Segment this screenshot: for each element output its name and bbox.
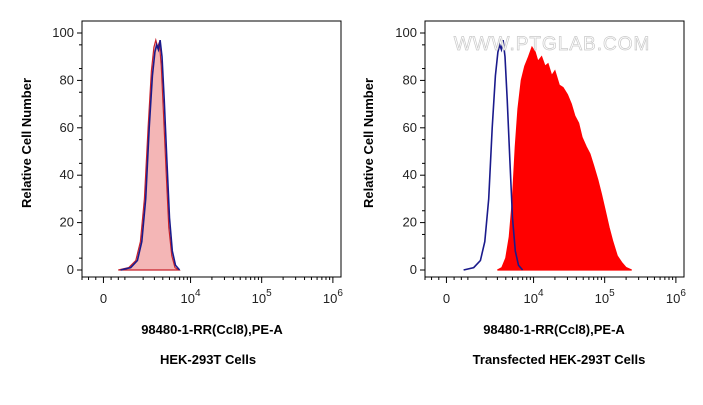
y-tick-label: 80 xyxy=(60,72,74,87)
chart-title: HEK-293T Cells xyxy=(160,352,256,367)
y-axis: 0 20 40 60 80 100 xyxy=(52,25,82,277)
x-tick-label: 0 xyxy=(443,291,450,306)
histogram-area xyxy=(118,37,181,271)
y-axis-title: Relative Cell Number xyxy=(361,78,376,208)
y-axis-title: Relative Cell Number xyxy=(19,78,34,208)
y-tick-label: 20 xyxy=(60,215,74,230)
control-histogram-line xyxy=(120,39,181,271)
x-tick-label: 106 xyxy=(323,288,343,306)
x-tick-label: 106 xyxy=(666,288,686,306)
y-tick-label: 100 xyxy=(395,25,417,40)
y-tick-label: 100 xyxy=(52,25,74,40)
histogram-area xyxy=(463,39,632,271)
panel-hek293t: 0 20 40 60 80 100 0 104 105 106 Relative Cell Nu… xyxy=(19,20,343,367)
y-tick-label: 60 xyxy=(60,120,74,135)
x-tick-label: 105 xyxy=(595,288,615,306)
x-tick-label: 104 xyxy=(524,288,544,306)
chart-title: Transfected HEK-293T Cells xyxy=(473,352,646,367)
y-tick-label: 40 xyxy=(403,167,417,182)
watermark: WWW.PTGLAB.COM xyxy=(454,34,651,55)
control-histogram-line xyxy=(463,39,524,271)
y-tick-label: 20 xyxy=(403,215,417,230)
x-axis-title: 98480-1-RR(Ccl8),PE-A xyxy=(483,322,625,337)
plot-frame xyxy=(81,20,342,278)
x-tick-label: 105 xyxy=(252,288,272,306)
y-tick-label: 0 xyxy=(67,262,74,277)
y-tick-label: 80 xyxy=(403,72,417,87)
panel-transfected: 0 20 40 60 80 100 0 104 105 106 Relative Cell Nu… xyxy=(361,20,686,367)
x-tick-label: 0 xyxy=(100,291,107,306)
y-tick-label: 40 xyxy=(60,167,74,182)
x-axis: 0 104 105 106 xyxy=(81,277,343,306)
y-tick-label: 60 xyxy=(403,120,417,135)
x-axis-title: 98480-1-RR(Ccl8),PE-A xyxy=(141,322,283,337)
x-axis: 0 104 105 106 xyxy=(424,277,686,306)
y-axis: 0 20 40 60 80 100 xyxy=(395,25,425,277)
x-tick-label: 104 xyxy=(181,288,201,306)
y-tick-label: 0 xyxy=(410,262,417,277)
sample-histogram xyxy=(497,45,632,271)
